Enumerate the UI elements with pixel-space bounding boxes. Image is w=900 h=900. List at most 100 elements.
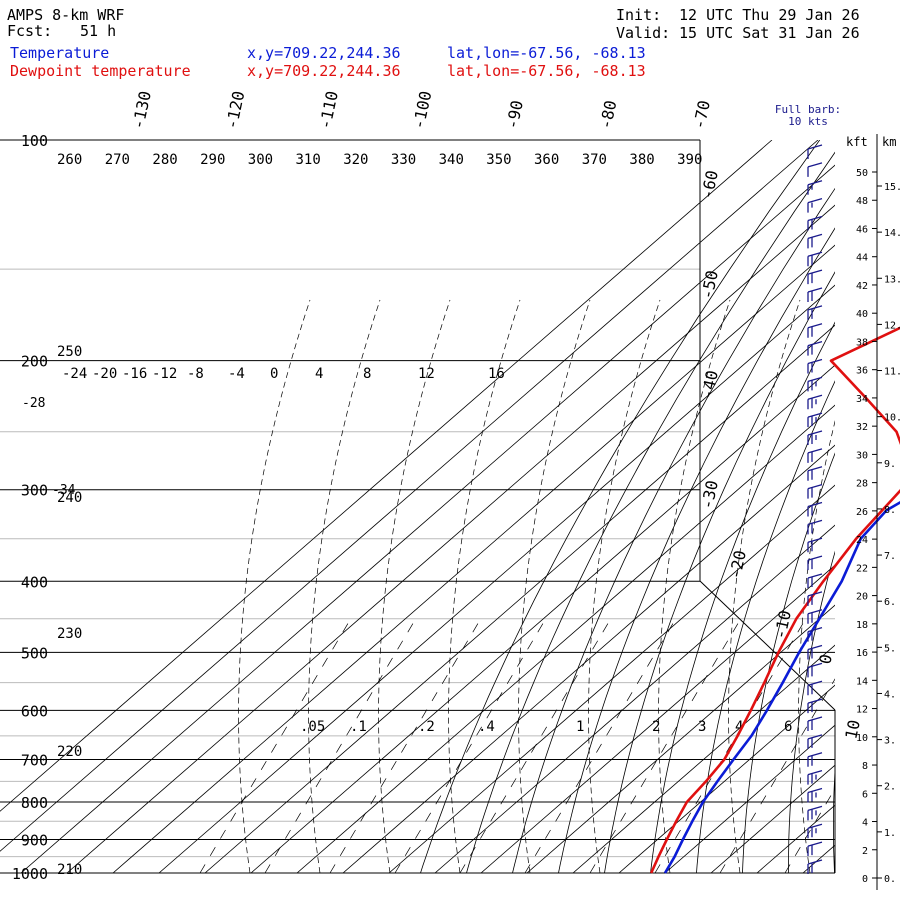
wind-barb-staff [807,770,823,776]
dry-adiabat-220 [512,187,835,873]
legend-dewpoint-label: Dewpoint temperature [10,62,191,80]
wind-barb [807,537,823,553]
km-tick-label: 5. [884,643,896,654]
isotherm-side-label: 10 [841,718,864,741]
wind-barb-staff [807,341,823,347]
dry-adiabat-250 [650,321,835,873]
km-tick-label: 13. [884,274,900,285]
theta-side-label: 220 [57,744,82,760]
isotherm--10 [710,764,835,873]
isotherm--30 [618,684,835,873]
isotherm-top-label: -110 [315,89,342,131]
kft-tick-label: 36 [856,366,868,377]
kft-tick-label: 48 [856,196,868,207]
kft-tick-label: 34 [856,394,868,405]
wind-barb [807,662,823,678]
profiles [650,326,900,874]
wind-barb [807,394,823,410]
theta-label: 280 [152,152,177,168]
km-tick-label: 12. [884,320,900,331]
kft-tick-label: 50 [856,168,868,179]
isotherm-side-label: -20 [725,549,750,581]
mixing-ratio-upper-label: 8 [363,366,371,382]
mixing-ratio-line-3 [394,619,546,873]
mixing-ratio-line-1 [264,619,416,873]
kft-tick-label: 42 [856,281,868,292]
theta-label: 390 [677,152,702,168]
moist-adiabat-0 [238,299,311,873]
isotherm--50 [526,604,835,873]
km-tick-label: 8. [884,505,896,516]
moist-adiabat-5 [588,299,661,873]
wind-barb-staff [807,162,823,168]
plot-frame [0,139,836,874]
kft-tick-label: 20 [856,592,868,603]
init-label: Init: [616,6,662,24]
kft-tick-label: 44 [856,253,868,264]
kft-tick-label: 24 [856,535,868,546]
forecast-label: Fcst: [7,22,53,40]
isotherm-side-label: -50 [697,269,722,301]
mixing-ratio-upper-label: -20 [92,366,117,382]
dry-adiabat-230 [558,227,835,873]
km-tick-label: 6. [884,597,896,608]
wind-barb [807,376,823,392]
pressure-label-700: 700 [21,751,48,769]
kft-tick-label: 28 [856,479,868,490]
wind-barb-staff [807,662,823,668]
wind-barb-staff [807,573,823,579]
moist-adiabat-4 [518,299,591,873]
wind-barb [807,323,823,338]
theta-label: 300 [248,152,273,168]
kft-axis-label: kft [846,135,868,149]
km-tick-label: 15. [884,182,900,193]
wind-barb [807,841,823,857]
mixing-ratio-line-2 [329,619,481,873]
wind-barb [807,805,823,821]
kft-tick-label: 12 [856,705,868,716]
pressure-label-400: 400 [21,573,48,591]
wind-barb-staff [807,841,823,847]
kft-tick-label: 16 [856,648,868,659]
wind-barb-staff [807,198,823,204]
wind-barbs [807,144,823,874]
legend-dewpoint-xy: x,y=709.22,244.36 [247,62,401,80]
mixing-ratio-lower-label: .4 [478,719,495,735]
wind-barb [807,180,823,195]
wind-barb-staff [807,233,823,239]
moist-adiabat-8 [798,419,835,873]
theta-side-label: 230 [57,626,82,642]
isotherm-top-label: -70 [689,99,714,131]
isotherm-top-label: -120 [222,89,249,131]
theta-label: 320 [343,152,368,168]
wind-barb [807,591,823,606]
dry-adiabat-240 [604,271,835,873]
isotherm-top-label: -80 [596,99,621,131]
wind-barb [807,305,823,320]
wind-barb [807,698,823,714]
wind-barb-staff [807,287,823,293]
wind-barb-staff [807,412,823,418]
isotherm--160 [20,164,835,873]
theta-label: 260 [57,152,82,168]
profile-line-dewpoint [650,326,900,874]
isotherm-side-label: -10 [770,609,795,641]
legend-temperature-xy: x,y=709.22,244.36 [247,44,401,62]
km-tick-label: 4. [884,689,896,700]
wind-barb [807,501,823,517]
theta-label: 380 [629,152,654,168]
wind-barb-staff [807,644,823,651]
wind-barb-staff [807,591,823,597]
mixing-ratio-line-6 [589,619,741,873]
pressure-label-300: 300 [21,482,48,500]
mixing-ratio-upper-label: -16 [122,366,147,382]
wind-barb [807,609,823,624]
wind-barb [807,770,823,785]
wind-barb [807,233,823,249]
wind-barb [807,573,823,588]
mixing-ratio-upper-label: -8 [187,366,204,382]
mixing-ratio-line-7 [654,619,806,873]
mixing-ratio-line-0 [199,619,351,873]
wind-barb-staff [807,823,823,829]
